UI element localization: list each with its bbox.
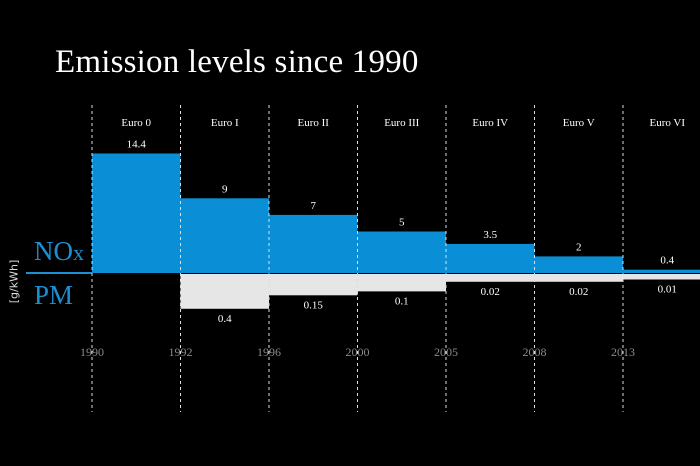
nox-label-text: NO [34, 236, 73, 266]
category-label: Euro I [211, 117, 239, 129]
year-tick-label: 2005 [434, 345, 458, 359]
nox-bar [623, 269, 700, 273]
pm-value-label: 0.15 [304, 299, 324, 311]
pm-value-label: 0.02 [481, 286, 500, 298]
nox-bar [357, 231, 446, 273]
pm-bar [180, 274, 269, 309]
category-label: Euro II [298, 117, 330, 129]
nox-value-label: 9 [222, 183, 228, 195]
year-tick-label: 2000 [346, 345, 370, 359]
series-divider [26, 272, 92, 274]
nox-bar [180, 198, 269, 273]
pm-series-label: PM [34, 280, 74, 310]
category-label: Euro III [384, 117, 419, 129]
year-tick-label: 1992 [169, 345, 193, 359]
nox-bar [269, 214, 358, 273]
year-tick-label: 1996 [257, 345, 281, 359]
nox-label-subscript: x [73, 240, 84, 265]
nox-bar [446, 243, 535, 273]
pm-value-label: 0.01 [658, 284, 677, 296]
pm-bar [269, 274, 358, 296]
pm-bar [357, 274, 446, 292]
pm-value-label: 0.1 [395, 295, 409, 307]
category-label: Euro VI [649, 117, 685, 129]
pm-bar [623, 274, 700, 280]
pm-value-label: 0.02 [569, 286, 588, 298]
nox-value-label: 14.4 [127, 138, 147, 150]
nox-bar [92, 153, 181, 273]
nox-bar [534, 256, 623, 273]
pm-bar [446, 274, 535, 282]
year-tick-label: 1990 [80, 345, 104, 359]
nox-value-label: 5 [399, 217, 405, 229]
category-label: Euro 0 [121, 117, 151, 129]
category-label: Euro V [563, 117, 595, 129]
chart-title: Emission levels since 1990 [55, 44, 419, 80]
nox-value-label: 0.4 [660, 255, 674, 267]
nox-value-label: 2 [576, 241, 582, 253]
pm-bar [534, 274, 623, 282]
nox-series-label: NOx [34, 236, 84, 267]
nox-value-label: 3.5 [483, 229, 497, 241]
category-label: Euro IV [472, 117, 508, 129]
nox-value-label: 7 [311, 200, 317, 212]
year-tick-label: 2008 [523, 345, 547, 359]
pm-value-label: 0.4 [218, 313, 232, 325]
year-tick-label: 2013 [611, 345, 635, 359]
